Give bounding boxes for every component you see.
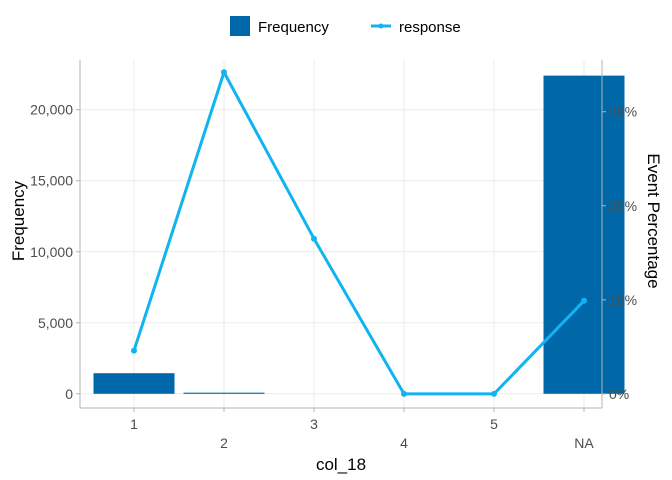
legend-response-label: response — [399, 19, 461, 36]
x-tick-label: 1 — [130, 416, 138, 432]
y-tick-label: 5,000 — [38, 315, 73, 331]
response-point-1 — [131, 347, 137, 354]
response-point-4 — [401, 390, 407, 397]
y-tick-label: 0 — [65, 386, 73, 402]
y-tick-label: 20,000 — [30, 102, 73, 118]
response-polyline — [132, 70, 586, 396]
response-point-3 — [311, 235, 317, 242]
y2-tick-label: 0% — [609, 386, 629, 402]
bar-2 — [183, 392, 265, 394]
x-tick-label: NA — [574, 435, 594, 451]
legend-response-point — [378, 23, 384, 29]
legend: Frequency response — [230, 16, 461, 36]
gridlines — [80, 60, 602, 408]
y2-axis-title: Event Percentage — [644, 153, 663, 288]
bar-1 — [93, 373, 175, 394]
response-line — [131, 69, 587, 397]
bar-NA — [543, 75, 625, 394]
x-tick-label: 5 — [490, 416, 498, 432]
y2-tick-label: 30% — [609, 104, 637, 120]
x-tick-label: 2 — [220, 435, 228, 451]
y-tick-label: 15,000 — [30, 173, 73, 189]
y-axis-title: Frequency — [9, 180, 28, 261]
y-tick-label: 10,000 — [30, 244, 73, 260]
x-axis-title: col_18 — [316, 455, 366, 474]
axes — [76, 60, 606, 412]
response-point-5 — [491, 390, 497, 397]
x-tick-label: 4 — [400, 435, 408, 451]
response-point-NA — [581, 297, 587, 304]
response-point-2 — [221, 69, 227, 76]
y2-tick-label: 20% — [609, 198, 637, 214]
x-tick-label: 3 — [310, 416, 318, 432]
bars — [93, 75, 625, 394]
y2-tick-label: 10% — [609, 292, 637, 308]
legend-frequency-label: Frequency — [258, 19, 329, 36]
tick-labels: 0 5,000 10,000 15,000 20,000 0% 10% 20% 30% 1 2 3 4 5… — [30, 102, 637, 451]
legend-frequency-key — [230, 16, 250, 36]
